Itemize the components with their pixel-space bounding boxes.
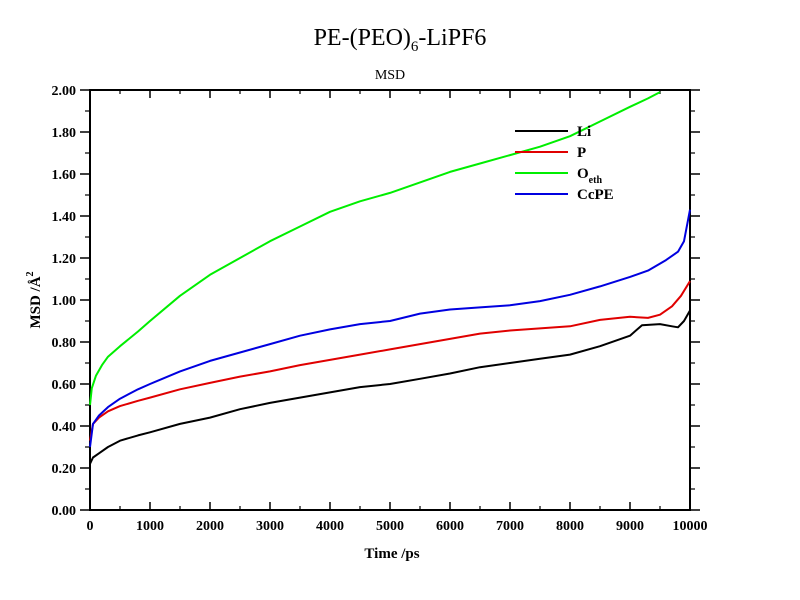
chart-title-main: PE-(PEO)	[314, 25, 411, 51]
y-axis-label-superscript: 2	[25, 271, 36, 276]
y-tick-label: 0.40	[52, 420, 77, 435]
plot-frame	[89, 89, 691, 511]
x-tick-label: 0	[87, 519, 94, 534]
legend-label-ccpe: CcPE	[577, 187, 614, 203]
y-tick-label: 0.80	[52, 336, 77, 351]
series-line-p	[89, 280, 691, 441]
series-lines	[89, 91, 691, 465]
y-axis-label: MSD /Å2	[25, 271, 44, 328]
y-tick-label: 0.60	[52, 378, 77, 393]
y-tick-label: 1.60	[52, 168, 77, 183]
axis-ticks	[80, 89, 700, 511]
x-tick-label: 7000	[496, 519, 524, 534]
chart-title-tail: -LiPF6	[418, 25, 486, 51]
chart-title: PE-(PEO)6-LiPF6	[314, 25, 487, 55]
x-tick-label: 1000	[136, 519, 164, 534]
legend-label-li: Li	[577, 124, 591, 140]
x-tick-label: 4000	[316, 519, 344, 534]
y-tick-label: 1.20	[52, 252, 77, 267]
y-tick-label: 0.00	[52, 504, 77, 519]
x-tick-label: 6000	[436, 519, 464, 534]
x-tick-label: 8000	[556, 519, 584, 534]
y-tick-label: 1.00	[52, 294, 77, 309]
x-tick-label: 9000	[616, 519, 644, 534]
x-axis-label: Time /ps	[364, 546, 419, 562]
x-tick-label: 5000	[376, 519, 404, 534]
y-tick-label: 1.80	[52, 126, 77, 141]
y-tick-label: 1.40	[52, 210, 77, 225]
x-tick-label: 2000	[196, 519, 224, 534]
series-line-ccpe	[89, 209, 691, 448]
y-tick-label: 2.00	[52, 84, 77, 99]
legend-label-o: Oeth	[577, 166, 602, 186]
legend-label-p: P	[577, 145, 586, 161]
series-line-li	[89, 310, 691, 465]
axis-tick-labels: 0 1000 2000 3000 4000 5000 6000 7000 8000 9000 100…	[52, 84, 708, 534]
chart-subtitle: MSD	[375, 68, 405, 83]
y-axis-label-main: MSD /Å	[28, 276, 44, 328]
x-tick-label: 3000	[256, 519, 284, 534]
y-tick-label: 0.20	[52, 462, 77, 477]
chart-title-subscript: 6	[411, 39, 419, 55]
series-line-o	[89, 91, 661, 406]
x-tick-label: 10000	[673, 519, 708, 534]
